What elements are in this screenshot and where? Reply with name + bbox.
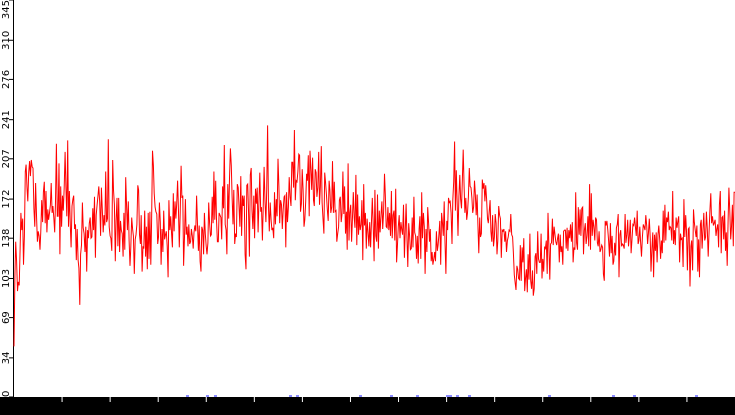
y-tick-label: 276: [1, 70, 12, 89]
x-tick-label: 14:04: [192, 404, 221, 415]
y-tick-label: 310: [1, 31, 12, 50]
y-axis-ticks: 0 34 69 103 138 172 207 241 276 310 345: [1, 0, 14, 398]
y-tick-label: 207: [1, 149, 12, 168]
y-tick-label: 69: [1, 311, 12, 324]
y-tick-label: 241: [1, 110, 12, 129]
x-tick-label: 14:11: [528, 404, 557, 415]
x-axis-ticks: 14:01 14:02 14:03 14:04 14:05 14:06 14:07 14:08…: [48, 397, 702, 415]
x-tick-label: 14:02: [96, 404, 125, 415]
x-tick-label: 14:08: [384, 404, 413, 415]
x-tick-label: 14:13: [624, 404, 653, 415]
x-tick-label: 14:07: [336, 404, 365, 415]
y-tick-label: 0: [1, 391, 12, 397]
y-tick-label: 103: [1, 269, 12, 288]
y-tick-label: 138: [1, 229, 12, 248]
x-tick-label: 14:03: [144, 404, 173, 415]
x-tick-label: 14:12: [576, 404, 605, 415]
x-axis-band: [0, 397, 735, 415]
y-tick-label: 172: [1, 190, 12, 209]
x-tick-label: 14:09: [432, 404, 461, 415]
x-tick-label: 14:06: [288, 404, 317, 415]
x-tick-label: 14:14: [673, 404, 702, 415]
x-tick-label: 14:05: [240, 404, 269, 415]
x-tick-label: 14:01: [48, 404, 77, 415]
series-line: [13, 125, 735, 347]
y-tick-label: 345: [1, 0, 12, 19]
x-tick-label: 14:10: [480, 404, 509, 415]
y-tick-label: 34: [1, 352, 12, 365]
